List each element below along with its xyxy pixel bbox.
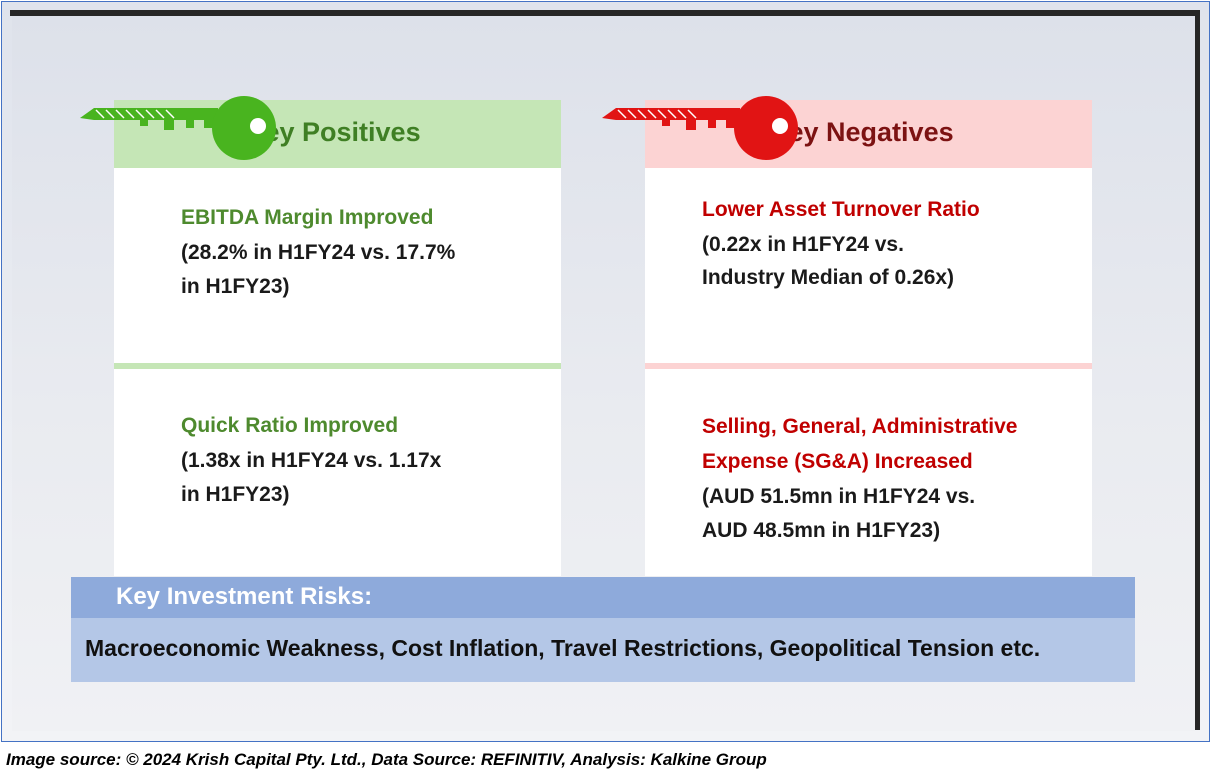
- negative-item-title: Expense (SG&A) Increased: [702, 450, 973, 473]
- image-source-footer: Image source: © 2024 Krish Capital Pty. …: [6, 750, 767, 769]
- key-investment-risks-title: Key Investment Risks:: [116, 583, 373, 610]
- positive-item-detail: (1.38x in H1FY24 vs. 1.17x: [181, 449, 442, 472]
- negative-card-sga: Selling, General, Administrative Expense…: [645, 369, 1092, 576]
- key-investment-risks-text: Macroeconomic Weakness, Cost Inflation, …: [85, 635, 1041, 661]
- key-negatives-title: Key Negatives: [769, 117, 954, 147]
- positive-item-detail: in H1FY23): [181, 483, 290, 506]
- right-border-bar: [1195, 10, 1200, 730]
- negative-item-detail: AUD 48.5mn in H1FY23): [702, 519, 941, 542]
- positive-item-title: EBITDA Margin Improved: [181, 206, 434, 229]
- positive-card-quick-ratio: Quick Ratio Improved (1.38x in H1FY24 vs…: [114, 369, 561, 576]
- negative-item-detail: Industry Median of 0.26x): [702, 266, 955, 289]
- key-investment-risks-header: Key Investment Risks:: [71, 577, 1135, 618]
- negative-item-detail: (0.22x in H1FY24 vs.: [702, 233, 904, 256]
- positive-item-title: Quick Ratio Improved: [181, 414, 399, 437]
- key-investment-risks-body: Macroeconomic Weakness, Cost Inflation, …: [71, 618, 1135, 682]
- green-key-icon: [80, 96, 276, 160]
- top-border-bar: [10, 10, 1200, 16]
- negative-divider: [645, 363, 1092, 369]
- positive-card-ebitda: EBITDA Margin Improved (28.2% in H1FY24 …: [114, 168, 561, 363]
- negative-item-detail: (AUD 51.5mn in H1FY24 vs.: [702, 485, 976, 508]
- positive-item-detail: (28.2% in H1FY24 vs. 17.7%: [181, 241, 456, 264]
- negative-card-asset-turnover: Lower Asset Turnover Ratio (0.22x in H1F…: [645, 168, 1092, 363]
- red-key-icon: [602, 96, 798, 160]
- positive-item-detail: in H1FY23): [181, 275, 290, 298]
- key-positives-header: Key Positives: [114, 100, 561, 168]
- negative-item-title: Selling, General, Administrative: [702, 415, 1018, 438]
- negative-item-title: Lower Asset Turnover Ratio: [702, 198, 980, 221]
- positive-divider: [114, 363, 561, 369]
